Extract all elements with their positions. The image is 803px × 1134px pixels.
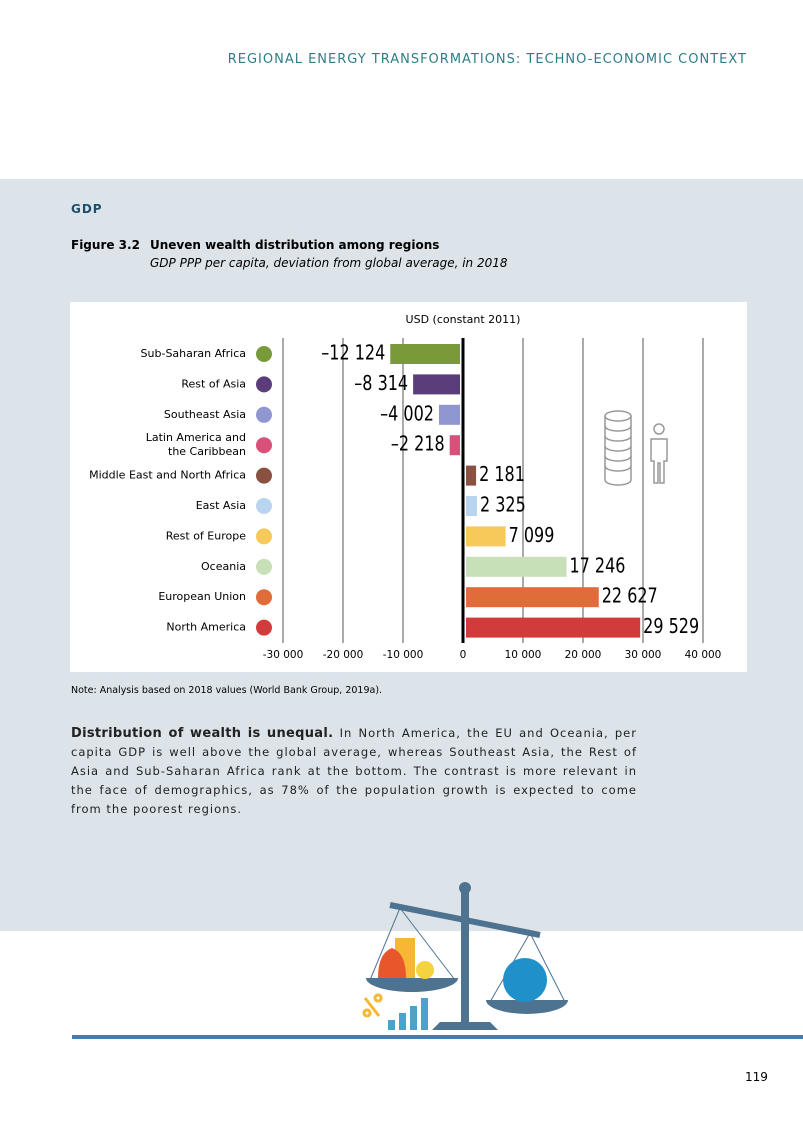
lead: Distribution of wealth is unequal. bbox=[71, 726, 334, 741]
bar bbox=[466, 496, 477, 516]
x-tick-label: 10 000 bbox=[505, 649, 542, 661]
data-label: –2 218 bbox=[391, 433, 445, 456]
data-label: 7 099 bbox=[509, 524, 555, 547]
page-number: 119 bbox=[745, 1070, 768, 1084]
coins-icon bbox=[604, 410, 668, 486]
data-label: 17 246 bbox=[569, 555, 625, 578]
note: Note: Analysis based on 2018 values (Wor… bbox=[71, 685, 383, 696]
legend-dot bbox=[256, 437, 272, 454]
legend-dot bbox=[256, 558, 272, 575]
x-tick-label: 40 000 bbox=[685, 649, 722, 661]
chart-box: USD (constant 2011) -30 000 -20 000 -10 000… bbox=[70, 302, 747, 672]
axis-label: USD (constant 2011) bbox=[406, 313, 521, 326]
category-label: Rest of Europe bbox=[166, 529, 246, 542]
legend-dot bbox=[256, 406, 272, 423]
category-label: Middle East and North Africa bbox=[89, 469, 246, 482]
scale-icon bbox=[362, 882, 568, 1030]
x-tick-label: 20 000 bbox=[565, 649, 602, 661]
legend-dot bbox=[256, 528, 272, 545]
rule bbox=[72, 1035, 803, 1039]
data-label: –8 314 bbox=[354, 372, 408, 395]
illustration bbox=[72, 882, 803, 1039]
legend-dot bbox=[256, 498, 272, 514]
figure-title: Uneven wealth distribution among regions bbox=[150, 238, 440, 252]
category-label: Sub-Saharan Africa bbox=[141, 347, 246, 360]
category-label: North America bbox=[166, 621, 246, 634]
section-title: GDP bbox=[71, 202, 103, 216]
bar bbox=[390, 344, 460, 364]
bar bbox=[466, 587, 599, 608]
bar bbox=[466, 526, 506, 547]
x-tick-label: -10 000 bbox=[383, 649, 424, 661]
category-label: Rest of Asia bbox=[181, 377, 246, 390]
bar bbox=[466, 556, 567, 577]
x-tick-label: -20 000 bbox=[323, 649, 364, 661]
legend-dot bbox=[256, 619, 272, 636]
data-label: 2 181 bbox=[479, 463, 525, 486]
data-label: 29 529 bbox=[643, 615, 699, 638]
figure-subtitle: GDP PPP per capita, deviation from globa… bbox=[150, 256, 508, 270]
category-label: East Asia bbox=[196, 499, 246, 512]
bar bbox=[449, 435, 460, 456]
bar bbox=[413, 374, 460, 395]
legend-dot bbox=[256, 589, 272, 606]
figure-number: Figure 3.2 bbox=[71, 238, 140, 252]
category-label: European Union bbox=[158, 590, 246, 603]
bar bbox=[466, 617, 641, 638]
legend-dot bbox=[256, 346, 272, 362]
legend-dot bbox=[256, 467, 272, 484]
running-header: REGIONAL ENERGY TRANSFORMATIONS: TECHNO-… bbox=[227, 52, 747, 67]
data-label: –12 124 bbox=[321, 342, 385, 365]
data-label: –4 002 bbox=[380, 403, 434, 426]
data-label: 2 325 bbox=[480, 494, 526, 517]
category-label: Southeast Asia bbox=[164, 408, 246, 421]
chart: USD (constant 2011) -30 000 -20 000 -10 000… bbox=[89, 313, 722, 661]
x-tick-label: 0 bbox=[460, 649, 467, 661]
category-label: Oceania bbox=[201, 560, 246, 573]
category-label: Latin America and the Caribbean bbox=[146, 431, 246, 458]
x-tick-label: 30 000 bbox=[625, 649, 662, 661]
bar bbox=[466, 465, 477, 486]
bar bbox=[438, 404, 460, 425]
body-text: Distribution of wealth is unequal. In No… bbox=[71, 724, 637, 819]
data-label: 22 627 bbox=[602, 585, 658, 608]
paragraph: In North America, the EU and Oceania, pe… bbox=[71, 726, 637, 816]
x-tick-label: -30 000 bbox=[263, 649, 304, 661]
legend-dot bbox=[256, 376, 272, 393]
